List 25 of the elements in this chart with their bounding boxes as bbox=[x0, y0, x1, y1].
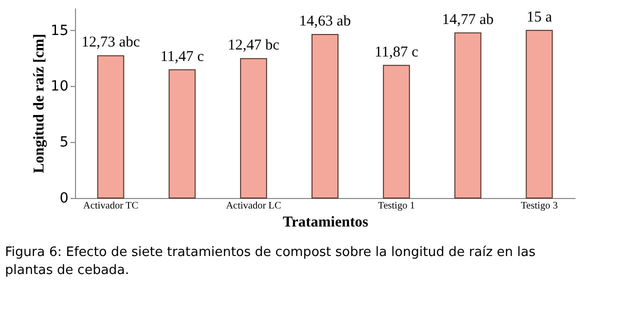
data-label: 14,77 ab bbox=[442, 12, 494, 28]
data-label: 11,47 c bbox=[160, 48, 204, 65]
x-tick-label: Testigo 3 bbox=[520, 200, 558, 212]
x-tick-label: Activador LC bbox=[226, 200, 282, 212]
y-axis-title: Longitud de raíz [cm] bbox=[32, 34, 48, 174]
bar bbox=[97, 55, 124, 198]
data-label: 12,47 bc bbox=[228, 38, 280, 54]
data-label: 14,63 ab bbox=[299, 13, 351, 30]
x-tick-label: Testigo 1 bbox=[378, 200, 415, 212]
y-tick-label: 10 bbox=[50, 78, 68, 95]
data-label: 12,73 abc bbox=[82, 34, 140, 51]
y-tick-label: 15 bbox=[50, 22, 68, 39]
data-label: 15 a bbox=[526, 9, 552, 26]
y-tick-label: 5 bbox=[60, 134, 68, 151]
x-axis-title: Tratamientos bbox=[282, 214, 368, 230]
bar bbox=[382, 64, 410, 198]
bar bbox=[526, 30, 553, 198]
bar bbox=[312, 34, 338, 198]
bar bbox=[454, 32, 482, 198]
bar bbox=[240, 58, 268, 198]
text: Figura 6: Efecto de siete tratamientos de compost sobre la longitud de raíz en las plantas de cebada. bbox=[5, 245, 536, 278]
data-label: 11,87 c bbox=[374, 44, 419, 60]
x-tick-label: Activador TC bbox=[83, 200, 139, 212]
bar bbox=[168, 69, 196, 198]
y-tick-label: 0 bbox=[60, 190, 68, 206]
